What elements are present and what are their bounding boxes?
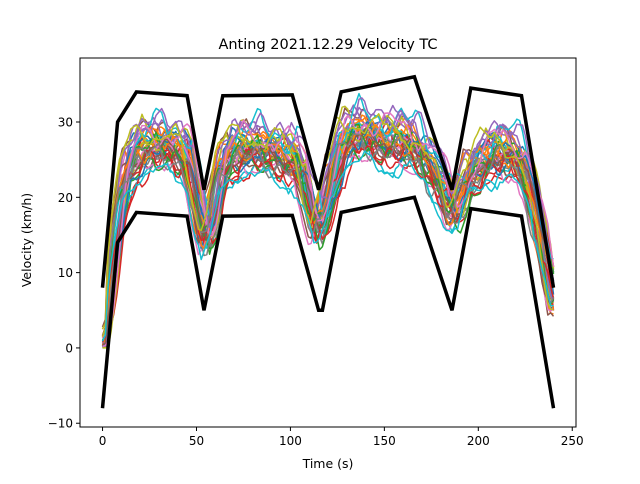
y-tick-label: 10 <box>58 266 73 280</box>
velocity-run-line <box>101 133 555 336</box>
x-tick-label: 150 <box>373 434 396 448</box>
x-tick-label: 200 <box>467 434 490 448</box>
y-tick-label: 30 <box>58 116 73 130</box>
plot-area <box>100 74 556 409</box>
x-tick-label: 100 <box>279 434 302 448</box>
velocity-run-line <box>101 150 554 342</box>
x-tick-label: 250 <box>561 434 584 448</box>
velocity-run-line <box>102 112 555 348</box>
y-tick-label: −10 <box>48 417 73 431</box>
axes: 0 50 100 150 200 250 −10 0 10 20 30 <box>48 57 584 448</box>
lower-bound-line <box>100 195 556 409</box>
velocity-run-line <box>101 123 555 346</box>
y-tick-label: 0 <box>65 341 73 355</box>
velocity-run-line <box>102 148 555 348</box>
chart-title: Anting 2021.12.29 Velocity TC <box>218 37 437 53</box>
upper-bound-line <box>100 74 556 288</box>
x-tick-label: 50 <box>189 434 204 448</box>
axes-frame <box>79 57 577 428</box>
y-tick-label: 20 <box>58 191 73 205</box>
y-axis-label: Velocity (km/h) <box>19 193 34 287</box>
x-tick-label: 0 <box>99 434 107 448</box>
x-axis-label: Time (s) <box>302 456 354 471</box>
